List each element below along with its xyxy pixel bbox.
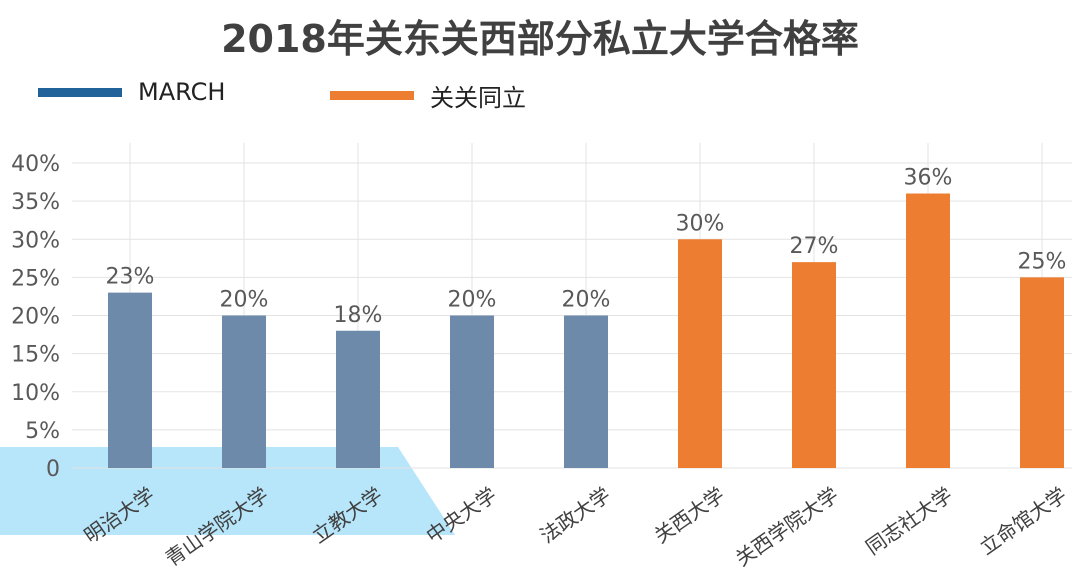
data-label: 18% [334, 303, 383, 328]
legend-swatch [38, 87, 122, 97]
bar [222, 315, 266, 468]
data-label: 30% [676, 211, 725, 236]
x-tick-label: 法政大学 [536, 482, 615, 548]
bar [906, 193, 950, 468]
bar [1020, 277, 1064, 468]
y-tick-label: 10% [11, 381, 60, 406]
y-tick-label: 0 [46, 457, 60, 482]
data-label: 20% [220, 288, 269, 313]
watermark-band [0, 447, 455, 535]
y-tick-label: 30% [11, 228, 60, 253]
y-tick-label: 25% [11, 266, 60, 291]
y-tick-label: 20% [11, 305, 60, 330]
bar [108, 292, 152, 468]
legend-kankandouritsu: 关关同立 [330, 78, 526, 113]
data-label: 27% [790, 234, 839, 259]
chart-title: 2018年关东关西部分私立大学合格率 [221, 17, 859, 61]
bar [450, 315, 494, 468]
legend-swatch [330, 91, 414, 100]
x-tick-label: 立命馆大学 [975, 482, 1071, 559]
y-tick-label: 40% [11, 152, 60, 177]
data-label: 36% [904, 166, 953, 191]
bar [678, 239, 722, 468]
bar [564, 315, 608, 468]
x-tick-label: 关西学院大学 [731, 482, 843, 570]
data-label: 23% [106, 265, 155, 290]
data-label: 20% [562, 288, 611, 313]
bar [336, 330, 380, 468]
y-tick-label: 15% [11, 343, 60, 368]
x-tick-label: 关西大学 [650, 482, 729, 548]
y-tick-label: 35% [11, 190, 60, 215]
y-tick-label: 5% [25, 419, 60, 444]
data-label: 25% [1018, 249, 1067, 274]
legend-label: MARCH [138, 78, 226, 106]
bar [792, 262, 836, 468]
legend-march: MARCH [38, 78, 225, 106]
x-tick-label: 同志社大学 [861, 482, 957, 559]
legend-label: 关关同立 [430, 84, 526, 112]
data-label: 20% [448, 288, 497, 313]
